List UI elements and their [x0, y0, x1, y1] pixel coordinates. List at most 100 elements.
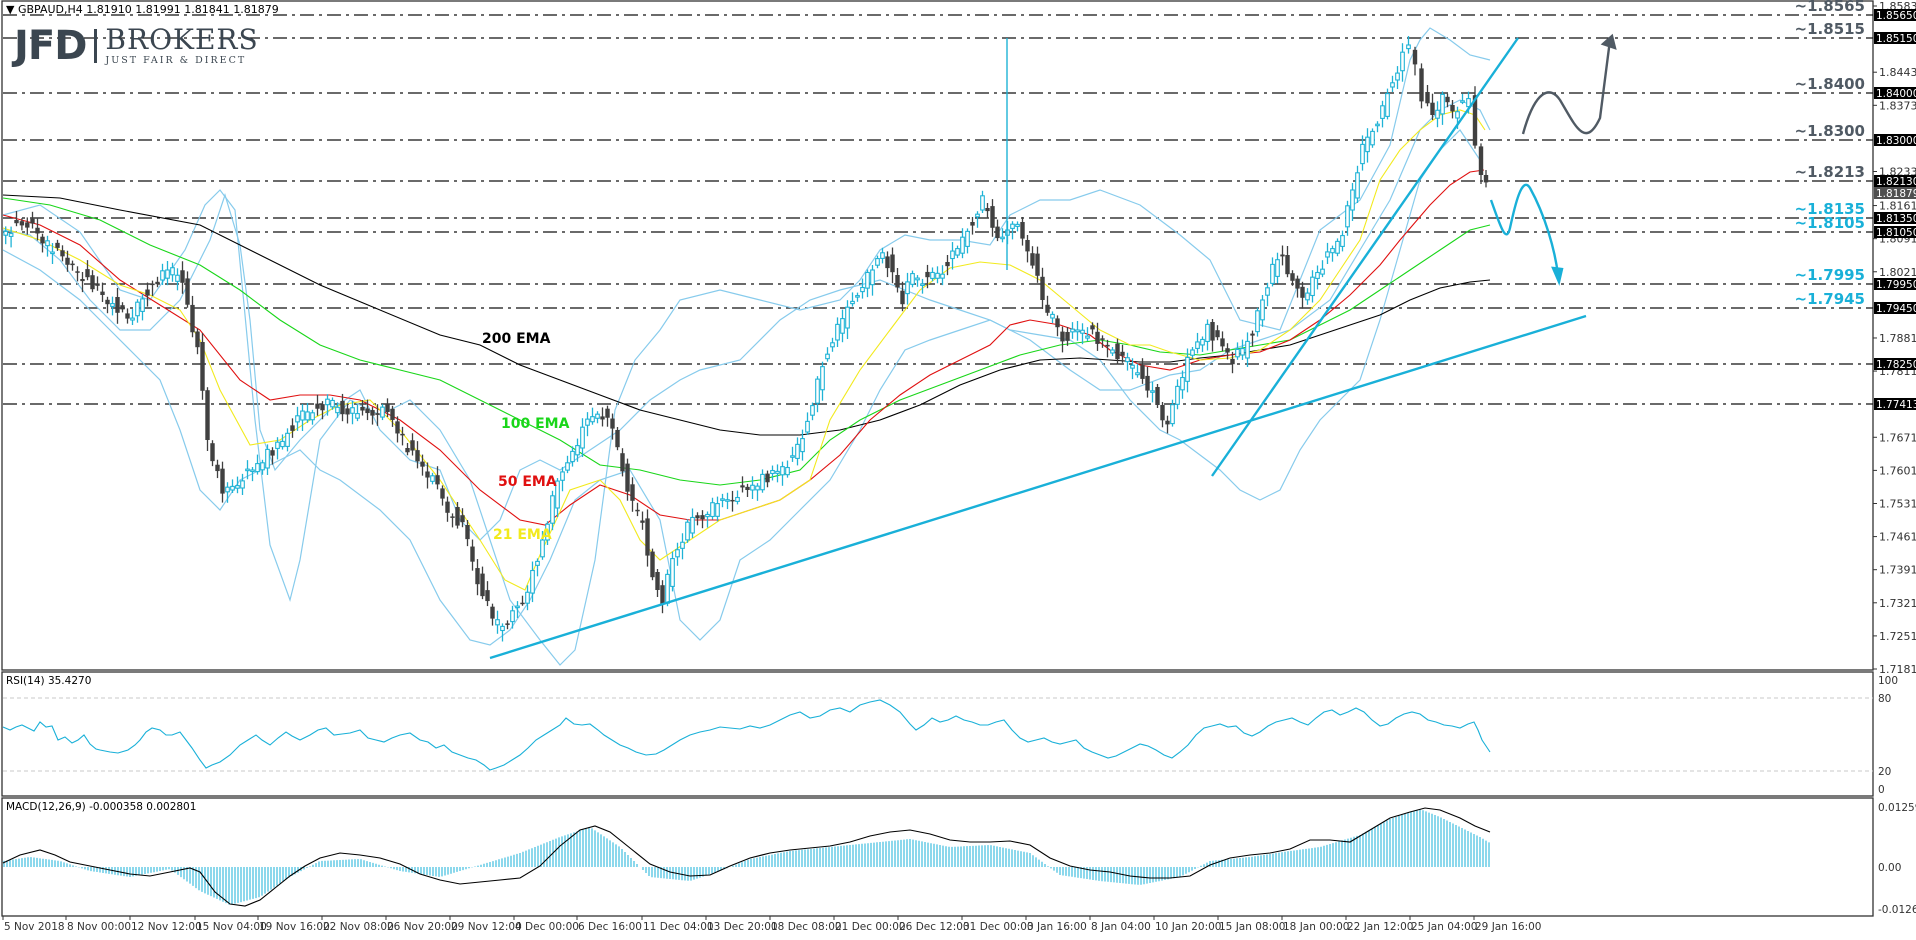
logo-name: BROKERS — [105, 23, 259, 57]
level-label: ~1.8300 — [1795, 122, 1865, 140]
macd-tick-zero: 0.00 — [1878, 862, 1901, 874]
symbol-ohlc: GBPAUD,H4 1.81910 1.81991 1.81841 1.8187… — [17, 3, 279, 16]
ema100-label: 100 EMA — [501, 416, 570, 432]
time-tick: 11 Dec 04:00 — [643, 921, 714, 933]
level-axis-tag: 1.81050 — [1876, 227, 1916, 239]
bearish-scenario-arrow — [1489, 183, 1564, 286]
rsi-axis: 100 80 20 0 — [1878, 675, 1898, 796]
time-tick: 6 Dec 16:00 — [578, 921, 642, 933]
level-axis-tag: 1.79450 — [1876, 303, 1916, 315]
ema50-label: 50 EMA — [498, 474, 557, 490]
time-tick: 8 Jan 04:00 — [1091, 921, 1151, 933]
price-tick: 1.78810 — [1879, 332, 1916, 345]
bollinger-bands — [2, 27, 1491, 666]
level-axis-tag: 1.85650 — [1876, 10, 1916, 22]
ema-50 — [2, 169, 1485, 526]
macd-tick-min: -0.012643 — [1878, 904, 1916, 916]
time-tick: 26 Dec 12:00 — [899, 921, 970, 933]
horizontal-levels[interactable]: 1.85650 ~1.8565 1.85150 ~1.8515 1.84000 ~1.84… — [3, 0, 1916, 411]
time-tick: 18 Dec 08:00 — [771, 921, 842, 933]
time-tick: 26 Nov 20:00 — [387, 921, 458, 933]
time-tick: 18 Jan 00:00 — [1283, 921, 1349, 933]
rsi-tick-100: 100 — [1878, 675, 1898, 687]
price-tick: 1.72510 — [1879, 630, 1916, 643]
macd-label: MACD(12,26,9) -0.000358 0.002801 — [6, 801, 197, 813]
price-axis: 1.858301.844301.837301.823301.816101.809… — [1873, 0, 1916, 676]
trendlines[interactable] — [489, 37, 1587, 660]
price-tick: 1.74610 — [1879, 531, 1916, 544]
level-axis-tag: 1.79950 — [1876, 279, 1916, 291]
price-candles — [3, 36, 1489, 642]
rsi-tick-20: 20 — [1878, 766, 1891, 778]
level-label: ~1.8105 — [1795, 214, 1865, 232]
current-price-tag: 1.81879 — [1876, 188, 1916, 200]
level-axis-tag: 1.81350 — [1876, 213, 1916, 225]
time-tick: 5 Nov 2018 — [4, 921, 65, 933]
rsi-tick-80: 80 — [1878, 693, 1891, 705]
price-tick: 1.80210 — [1879, 266, 1916, 279]
macd-axis: 0.012592 0.00 -0.012643 — [1878, 802, 1916, 916]
time-tick: 25 Jan 04:00 — [1411, 921, 1477, 933]
level-axis-tag: 1.77413 — [1876, 399, 1916, 411]
ema-100 — [2, 197, 1491, 486]
time-tick: 8 Nov 00:00 — [67, 921, 131, 933]
time-tick: 29 Nov 12:00 — [451, 921, 522, 933]
dropdown-triangle-icon[interactable]: ▼ — [6, 3, 15, 16]
rsi-tick-0: 0 — [1878, 784, 1885, 796]
price-tick: 1.81610 — [1879, 200, 1916, 213]
time-tick: 15 Jan 08:00 — [1219, 921, 1285, 933]
macd-tick-max: 0.012592 — [1878, 802, 1916, 814]
price-tick: 1.76710 — [1879, 431, 1916, 444]
ema-labels: 200 EMA 100 EMA 50 EMA 21 EMA — [482, 331, 570, 543]
price-tick: 1.83730 — [1879, 99, 1916, 112]
level-axis-tag: 1.82130 — [1876, 176, 1916, 188]
level-label: ~1.8213 — [1795, 163, 1865, 181]
symbol-header[interactable]: ▼ GBPAUD,H4 1.81910 1.81991 1.81841 1.81… — [6, 3, 279, 16]
level-axis-tag: 1.83000 — [1876, 135, 1916, 147]
level-label: ~1.7945 — [1795, 290, 1865, 308]
price-tick: 1.71810 — [1879, 663, 1916, 676]
time-tick: 13 Dec 20:00 — [707, 921, 778, 933]
time-tick: 21 Dec 00:00 — [835, 921, 906, 933]
logo-divider — [94, 29, 98, 63]
level-axis-tag: 1.78250 — [1876, 359, 1916, 371]
rsi-panel — [2, 697, 1873, 772]
time-tick: 15 Nov 04:00 — [196, 921, 267, 933]
rsi-label: RSI(14) 35.4270 — [6, 675, 92, 687]
ema21-label: 21 EMA — [493, 527, 552, 543]
level-label: ~1.7995 — [1795, 266, 1865, 284]
level-label: ~1.8565 — [1795, 0, 1865, 15]
level-label: ~1.8515 — [1795, 20, 1865, 38]
steep-trendline — [1211, 37, 1519, 477]
time-tick: 4 Dec 00:00 — [515, 921, 579, 933]
ascending-trendline — [489, 314, 1587, 660]
time-tick: 22 Jan 12:00 — [1347, 921, 1413, 933]
level-label: ~1.8400 — [1795, 75, 1865, 93]
time-tick: 3 Jan 16:00 — [1027, 921, 1087, 933]
time-tick: 19 Nov 16:00 — [259, 921, 330, 933]
logo-tagline: JUST FAIR & DIRECT — [105, 55, 247, 67]
time-tick: 10 Jan 20:00 — [1155, 921, 1221, 933]
bullish-scenario-arrow — [1521, 33, 1617, 135]
time-tick: 12 Nov 12:00 — [131, 921, 202, 933]
panel-borders — [1, 0, 1874, 917]
price-tick: 1.84430 — [1879, 66, 1916, 79]
level-axis-tag: 1.85150 — [1876, 33, 1916, 45]
time-tick: 31 Dec 00:00 — [963, 921, 1034, 933]
macd-panel — [2, 807, 1491, 907]
ema-200 — [2, 194, 1491, 436]
jfd-brokers-logo: JFD BROKERS JUST FAIR & DIRECT — [14, 23, 259, 69]
ema200-label: 200 EMA — [482, 331, 551, 347]
time-tick: 22 Nov 08:00 — [323, 921, 394, 933]
price-tick: 1.73910 — [1879, 564, 1916, 577]
price-tick: 1.73210 — [1879, 597, 1916, 610]
level-axis-tag: 1.84000 — [1876, 88, 1916, 100]
price-tick: 1.75310 — [1879, 497, 1916, 510]
time-tick: 29 Jan 16:00 — [1475, 921, 1541, 933]
ema-21 — [2, 109, 1486, 591]
logo-mark: JFD — [14, 23, 87, 69]
price-tick: 1.76010 — [1879, 464, 1916, 477]
